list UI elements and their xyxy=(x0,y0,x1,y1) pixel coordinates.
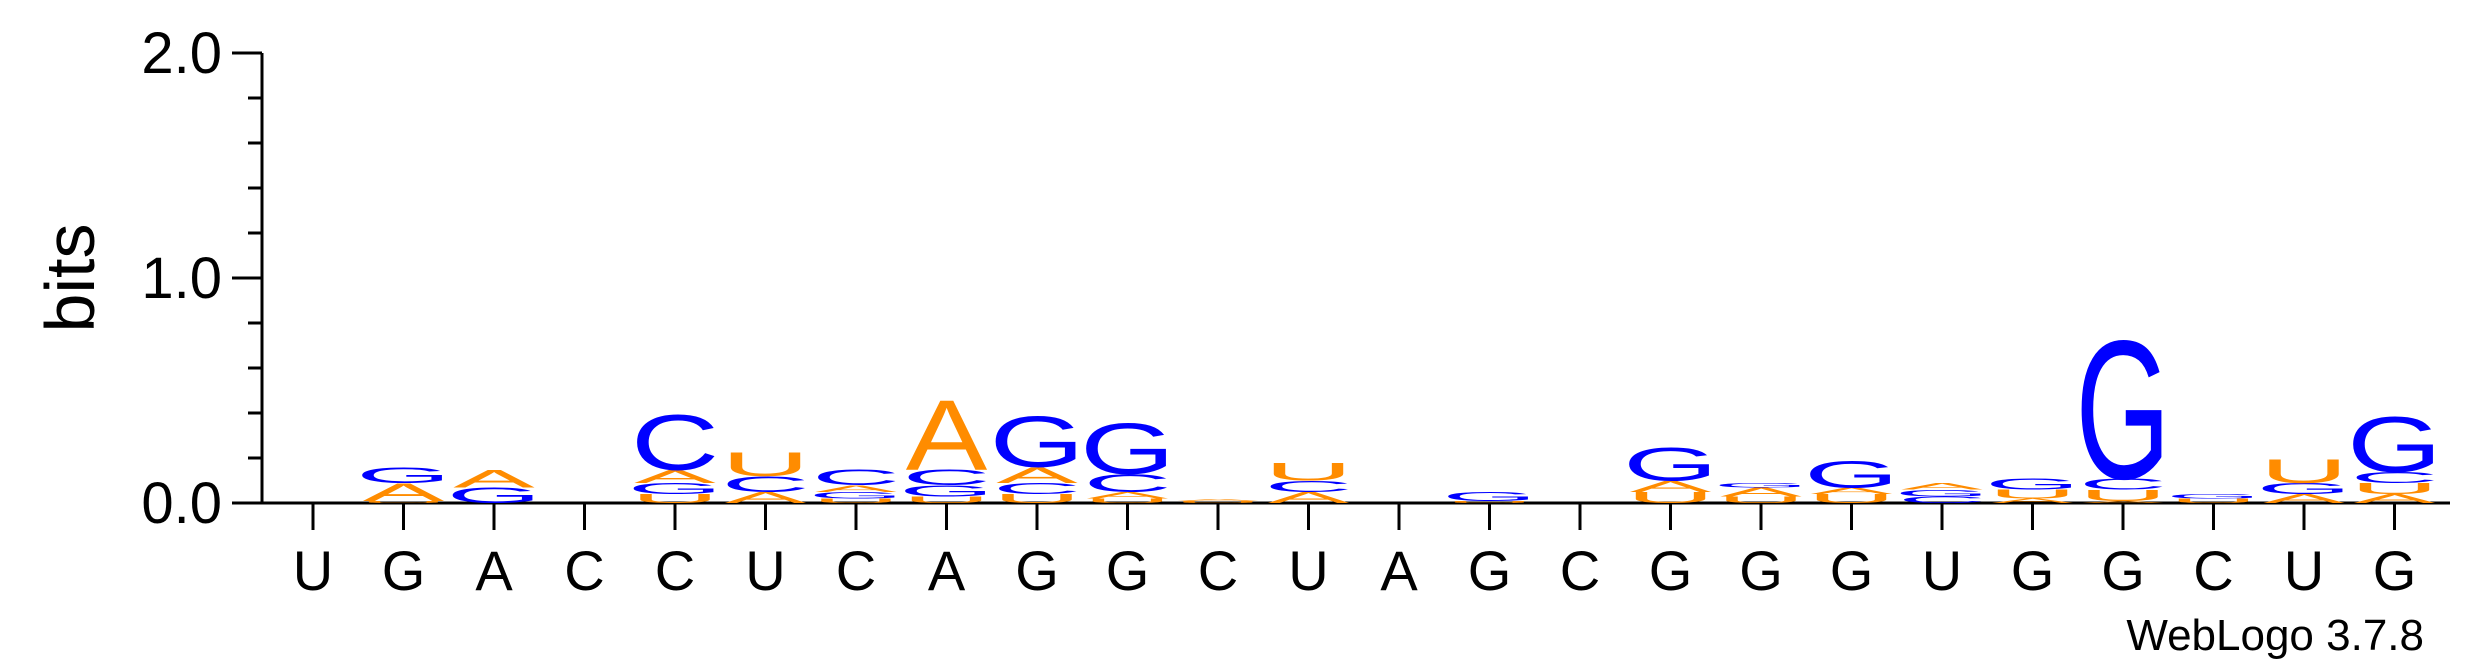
x-tick-label: G xyxy=(1015,539,1059,602)
logo-letter-G: G xyxy=(2347,400,2442,488)
logo-letter-A: A xyxy=(1720,485,1802,499)
logo-letter-A: A xyxy=(725,489,807,506)
logo-letter-U: U xyxy=(1445,500,1533,503)
logo-letter-G: G xyxy=(989,402,1084,483)
logo-letter-A: A xyxy=(1177,498,1259,501)
x-tick-label: C xyxy=(1198,539,1238,602)
logo-letter-C: C xyxy=(1083,469,1171,497)
logo-letter-U: U xyxy=(1717,495,1805,505)
x-tick-label: A xyxy=(1380,539,1418,602)
logo-letter-A: A xyxy=(363,478,445,506)
logo-letter-U: U xyxy=(631,492,719,506)
logo-letter-U: U xyxy=(2169,497,2257,504)
logo-letter-A: A xyxy=(906,378,988,490)
logo-letter-U: U xyxy=(359,500,447,503)
x-tick-label: G xyxy=(2011,539,2055,602)
logo-letter-A: A xyxy=(1268,489,1350,506)
logo-letter-A: A xyxy=(1087,490,1169,500)
logo-letter-G: G xyxy=(1894,488,1989,498)
logo-letter-G: G xyxy=(2256,480,2351,497)
x-tick-label: C xyxy=(2193,539,2233,602)
y-axis: 0.0 1.0 2.0 xyxy=(141,21,262,536)
logo-letter-U: U xyxy=(1264,458,1352,486)
logo-letter-G: G xyxy=(1080,409,1175,490)
logo-letter-A: A xyxy=(1992,497,2074,504)
y-tick-label: 0.0 xyxy=(141,471,222,536)
logo-letter-U: U xyxy=(902,495,990,505)
x-tick-label: G xyxy=(382,539,426,602)
x-tick-label: U xyxy=(293,539,333,602)
logo-letter-U: U xyxy=(1988,487,2076,501)
logo-letter-C: C xyxy=(721,472,809,497)
logo-letter-C: C xyxy=(902,465,990,490)
x-tick-label: G xyxy=(1649,539,1693,602)
x-tick-label: U xyxy=(745,539,785,602)
logo-letter-U: U xyxy=(1083,497,1171,504)
logo-letter-A: A xyxy=(634,466,716,487)
x-tick-label: C xyxy=(564,539,604,602)
weblogo-footer: WebLogo 3.7.8 xyxy=(2126,611,2424,660)
logo-letter-G: G xyxy=(1623,438,1718,491)
logo-letter-G: G xyxy=(1804,453,1899,495)
logo-letter-G: G xyxy=(356,463,451,488)
x-tick-label: U xyxy=(1922,539,1962,602)
logo-letter-G: G xyxy=(1985,475,2080,492)
logo-letter-U: U xyxy=(1626,489,1714,506)
logo-letter-A: A xyxy=(815,483,897,493)
x-tick-label: G xyxy=(2373,539,2417,602)
y-axis-label: bits xyxy=(31,224,109,333)
logo-letter-A: A xyxy=(2263,492,2345,506)
logo-letter-U: U xyxy=(993,492,1081,506)
x-tick-label: G xyxy=(1106,539,1150,602)
logo-letter-A: A xyxy=(1630,478,1712,495)
logo-letter-G: G xyxy=(2075,299,2170,520)
logo-letter-A: A xyxy=(1901,481,1983,491)
x-tick-label: C xyxy=(1560,539,1600,602)
logo-letter-U: U xyxy=(1174,500,1262,503)
logo-letter-C: C xyxy=(993,480,1081,497)
x-tick-label: U xyxy=(1288,539,1328,602)
x-tick-label: C xyxy=(836,539,876,602)
y-tick-label: 2.0 xyxy=(141,21,222,86)
x-tick-label: U xyxy=(2284,539,2324,602)
logo-letter-A: A xyxy=(453,464,535,492)
logo-letter-C: C xyxy=(631,398,719,486)
logo-letter-U: U xyxy=(2079,487,2167,504)
logo-letter-U: U xyxy=(1807,492,1895,506)
logo-letter-G: G xyxy=(2166,493,2261,500)
logo-letter-A: A xyxy=(2082,500,2164,503)
x-tick-label: A xyxy=(928,539,966,602)
logo-letter-C: C xyxy=(1898,495,1986,505)
x-tick-label: A xyxy=(475,539,513,602)
y-tick-label: 1.0 xyxy=(141,246,222,311)
logo-letter-U: U xyxy=(2350,480,2438,497)
logo-letter-G: G xyxy=(808,490,903,500)
logo-letter-C: C xyxy=(1264,478,1352,495)
logo-letter-C: C xyxy=(2350,469,2438,486)
logo-letter-A: A xyxy=(1811,486,1893,496)
logo-letter-U: U xyxy=(721,445,809,483)
logo-letter-A: A xyxy=(2354,492,2436,506)
logo-letter-U: U xyxy=(812,497,900,504)
x-tick-label: G xyxy=(2101,539,2145,602)
x-tick-label: G xyxy=(1830,539,1874,602)
logo-letter-C: C xyxy=(2079,475,2167,492)
logo-letter-G: G xyxy=(1442,489,1537,503)
x-tick-label: G xyxy=(1468,539,1512,602)
logo-letter-C: C xyxy=(812,465,900,490)
x-tick-label: C xyxy=(655,539,695,602)
x-tick-label: G xyxy=(1739,539,1783,602)
logo-letter-G: G xyxy=(899,482,994,499)
logo-letter-A: A xyxy=(996,463,1078,488)
logo-letter-G: G xyxy=(627,480,722,497)
logo-letter-G: G xyxy=(1713,482,1808,489)
logo-letter-U: U xyxy=(2260,452,2348,490)
